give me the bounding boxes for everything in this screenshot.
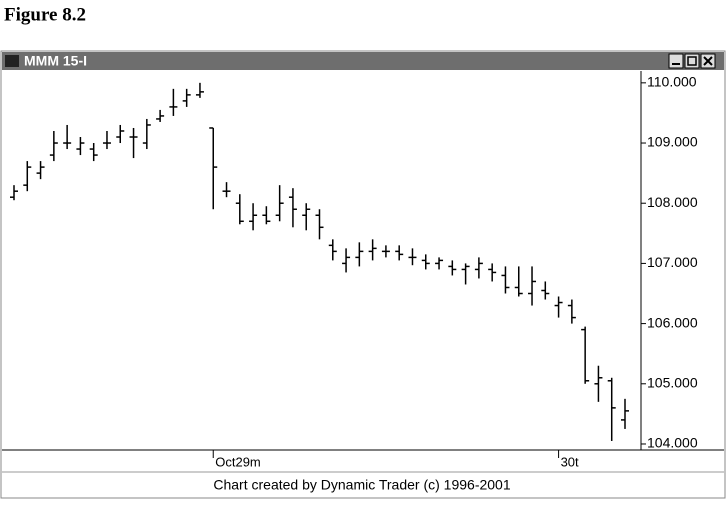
x-tick-label: 30t [561, 454, 579, 469]
title-bar [2, 52, 724, 70]
y-tick-label: 109.000 [647, 134, 698, 150]
minimize-button[interactable] [668, 53, 684, 69]
y-tick-label: 107.000 [647, 254, 698, 270]
window-buttons [668, 53, 716, 69]
y-tick-label: 105.000 [647, 374, 698, 390]
y-tick-label: 104.000 [647, 435, 698, 451]
window-icon [5, 55, 19, 67]
window-frame [0, 50, 726, 499]
x-tick-label: Oct29m [215, 454, 261, 469]
figure-label: Figure 8.2 [4, 4, 86, 25]
y-tick-label: 108.000 [647, 194, 698, 210]
caption: Chart created by Dynamic Trader (c) 1996… [213, 477, 510, 493]
y-tick-label: 106.000 [647, 314, 698, 330]
maximize-button[interactable] [684, 53, 700, 69]
y-tick-label: 110.000 [647, 74, 697, 90]
window-title: MMM 15-I [24, 53, 87, 69]
